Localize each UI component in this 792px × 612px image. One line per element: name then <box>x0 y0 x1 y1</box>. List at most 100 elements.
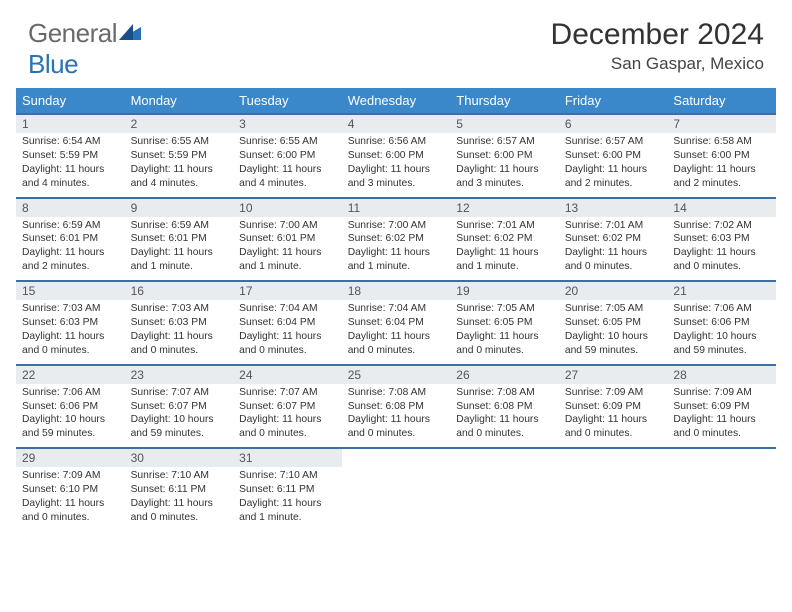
week-row: 22 Sunrise: 7:06 AMSunset: 6:06 PM Dayligh… <box>16 364 776 448</box>
sunset-line: Sunset: 6:06 PM <box>22 400 119 414</box>
sunrise-line: Sunrise: 7:09 AM <box>565 386 662 400</box>
day-cell: 16Sunrise: 7:03 AMSunset: 6:03 PMDayligh… <box>125 282 234 364</box>
day-number: 7 <box>667 115 776 133</box>
sunset-line: Sunset: 6:11 PM <box>131 483 228 497</box>
day-info: Sunrise: 7:00 AMSunset: 6:01 PMDaylight:… <box>233 217 342 281</box>
day-info: Sunrise: 7:03 AMSunset: 6:03 PMDaylight:… <box>125 300 234 364</box>
day-number: 6 <box>559 115 668 133</box>
week-row: 1 Sunrise: 6:54 AM Sunset: 5:59 PM Daylight… <box>16 113 776 197</box>
sunrise-line: Sunrise: 7:03 AM <box>131 302 228 316</box>
day-cell: 17Sunrise: 7:04 AMSunset: 6:04 PMDayligh… <box>233 282 342 364</box>
sunrise-line: Sunrise: 6:54 AM <box>22 135 119 149</box>
day-cell: 29Sunrise: 7:09 AMSunset: 6:10 PMDayligh… <box>16 449 125 531</box>
day-number: 26 <box>450 366 559 384</box>
day-cell: 22Sunrise: 7:06 AMSunset: 6:06 PMDayligh… <box>16 366 125 448</box>
sunset-line: Sunset: 6:03 PM <box>131 316 228 330</box>
daylight-line: Daylight: 11 hours and 1 minute. <box>456 246 553 274</box>
sunrise-line: Sunrise: 7:08 AM <box>456 386 553 400</box>
week-row: 8Sunrise: 6:59 AMSunset: 6:01 PMDaylight… <box>16 197 776 281</box>
day-cell: 28Sunrise: 7:09 AMSunset: 6:09 PMDayligh… <box>667 366 776 448</box>
day-number: 15 <box>16 282 125 300</box>
sunset-line: Sunset: 6:06 PM <box>673 316 770 330</box>
sunrise-line: Sunrise: 7:09 AM <box>673 386 770 400</box>
daylight-line: Daylight: 11 hours and 3 minutes. <box>456 163 553 191</box>
day-cell: 2Sunrise: 6:55 AMSunset: 5:59 PMDaylight… <box>125 115 234 197</box>
day-info: Sunrise: 6:59 AMSunset: 6:01 PMDaylight:… <box>16 217 125 281</box>
sunset-line: Sunset: 6:04 PM <box>239 316 336 330</box>
sunrise-line: Sunrise: 7:10 AM <box>131 469 228 483</box>
logo-blue: Blue <box>28 49 78 79</box>
sunset-line: Sunset: 6:00 PM <box>673 149 770 163</box>
daylight-line: Daylight: 11 hours and 2 minutes. <box>673 163 770 191</box>
sunset-line: Sunset: 6:07 PM <box>131 400 228 414</box>
day-number: 30 <box>125 449 234 467</box>
sunrise-line: Sunrise: 7:05 AM <box>565 302 662 316</box>
week-row: 29Sunrise: 7:09 AMSunset: 6:10 PMDayligh… <box>16 447 776 531</box>
day-number: 10 <box>233 199 342 217</box>
logo-icon <box>119 18 141 48</box>
day-cell: 31Sunrise: 7:10 AMSunset: 6:11 PMDayligh… <box>233 449 342 531</box>
daylight-line: Daylight: 11 hours and 0 minutes. <box>673 413 770 441</box>
sunrise-line: Sunrise: 7:06 AM <box>22 386 119 400</box>
day-info: Sunrise: 7:09 AMSunset: 6:09 PMDaylight:… <box>667 384 776 448</box>
day-info: Sunrise: 7:02 AMSunset: 6:03 PMDaylight:… <box>667 217 776 281</box>
sunrise-line: Sunrise: 7:00 AM <box>239 219 336 233</box>
header: General Blue December 2024 San Gaspar, M… <box>0 0 792 88</box>
day-number: 20 <box>559 282 668 300</box>
sunset-line: Sunset: 6:02 PM <box>456 232 553 246</box>
sunset-line: Sunset: 6:01 PM <box>22 232 119 246</box>
sunset-line: Sunset: 5:59 PM <box>131 149 228 163</box>
sunrise-line: Sunrise: 6:55 AM <box>131 135 228 149</box>
sunrise-line: Sunrise: 6:58 AM <box>673 135 770 149</box>
daylight-line: Daylight: 10 hours and 59 minutes. <box>565 330 662 358</box>
daylight-line: Daylight: 11 hours and 0 minutes. <box>239 330 336 358</box>
dayname-mon: Monday <box>125 88 234 113</box>
sunset-line: Sunset: 6:10 PM <box>22 483 119 497</box>
sunrise-line: Sunrise: 7:10 AM <box>239 469 336 483</box>
day-cell <box>559 449 668 531</box>
day-cell: 20Sunrise: 7:05 AMSunset: 6:05 PMDayligh… <box>559 282 668 364</box>
day-number: 24 <box>233 366 342 384</box>
sunset-line: Sunset: 6:09 PM <box>565 400 662 414</box>
day-cell: 14Sunrise: 7:02 AMSunset: 6:03 PMDayligh… <box>667 199 776 281</box>
day-info: Sunrise: 7:04 AMSunset: 6:04 PMDaylight:… <box>342 300 451 364</box>
day-info: Sunrise: 7:03 AMSunset: 6:03 PMDaylight:… <box>16 300 125 364</box>
daylight-line: Daylight: 11 hours and 0 minutes. <box>673 246 770 274</box>
day-header-row: Sunday Monday Tuesday Wednesday Thursday… <box>16 88 776 113</box>
day-number: 13 <box>559 199 668 217</box>
sunset-line: Sunset: 6:02 PM <box>565 232 662 246</box>
day-info: Sunrise: 7:05 AMSunset: 6:05 PMDaylight:… <box>450 300 559 364</box>
sunset-line: Sunset: 6:01 PM <box>131 232 228 246</box>
daylight-line: Daylight: 11 hours and 4 minutes. <box>22 163 119 191</box>
sunrise-line: Sunrise: 7:06 AM <box>673 302 770 316</box>
sunrise-line: Sunrise: 6:57 AM <box>565 135 662 149</box>
sunrise-line: Sunrise: 7:07 AM <box>239 386 336 400</box>
day-info: Sunrise: 7:09 AMSunset: 6:09 PMDaylight:… <box>559 384 668 448</box>
sunrise-line: Sunrise: 7:00 AM <box>348 219 445 233</box>
sunrise-line: Sunrise: 7:01 AM <box>565 219 662 233</box>
day-info: Sunrise: 6:56 AMSunset: 6:00 PMDaylight:… <box>342 133 451 197</box>
daylight-line: Daylight: 11 hours and 0 minutes. <box>565 413 662 441</box>
daylight-line: Daylight: 11 hours and 0 minutes. <box>239 413 336 441</box>
day-number: 5 <box>450 115 559 133</box>
day-info: Sunrise: 7:01 AMSunset: 6:02 PMDaylight:… <box>559 217 668 281</box>
sunset-line: Sunset: 6:00 PM <box>565 149 662 163</box>
daylight-line: Daylight: 11 hours and 0 minutes. <box>131 497 228 525</box>
day-number: 23 <box>125 366 234 384</box>
day-number: 8 <box>16 199 125 217</box>
location-label: San Gaspar, Mexico <box>551 54 764 74</box>
day-number: 22 <box>16 366 125 384</box>
dayname-sun: Sunday <box>16 88 125 113</box>
sunrise-line: Sunrise: 7:04 AM <box>348 302 445 316</box>
sunset-line: Sunset: 6:05 PM <box>456 316 553 330</box>
daylight-line: Daylight: 11 hours and 2 minutes. <box>565 163 662 191</box>
day-number: 28 <box>667 366 776 384</box>
day-info: Sunrise: 7:01 AMSunset: 6:02 PMDaylight:… <box>450 217 559 281</box>
weeks-container: 1 Sunrise: 6:54 AM Sunset: 5:59 PM Daylight… <box>16 113 776 531</box>
daylight-line: Daylight: 11 hours and 1 minute. <box>348 246 445 274</box>
sunset-line: Sunset: 6:04 PM <box>348 316 445 330</box>
day-info: Sunrise: 7:07 AMSunset: 6:07 PMDaylight:… <box>125 384 234 448</box>
day-number: 1 <box>16 115 125 133</box>
day-number: 16 <box>125 282 234 300</box>
daylight-line: Daylight: 10 hours and 59 minutes. <box>673 330 770 358</box>
